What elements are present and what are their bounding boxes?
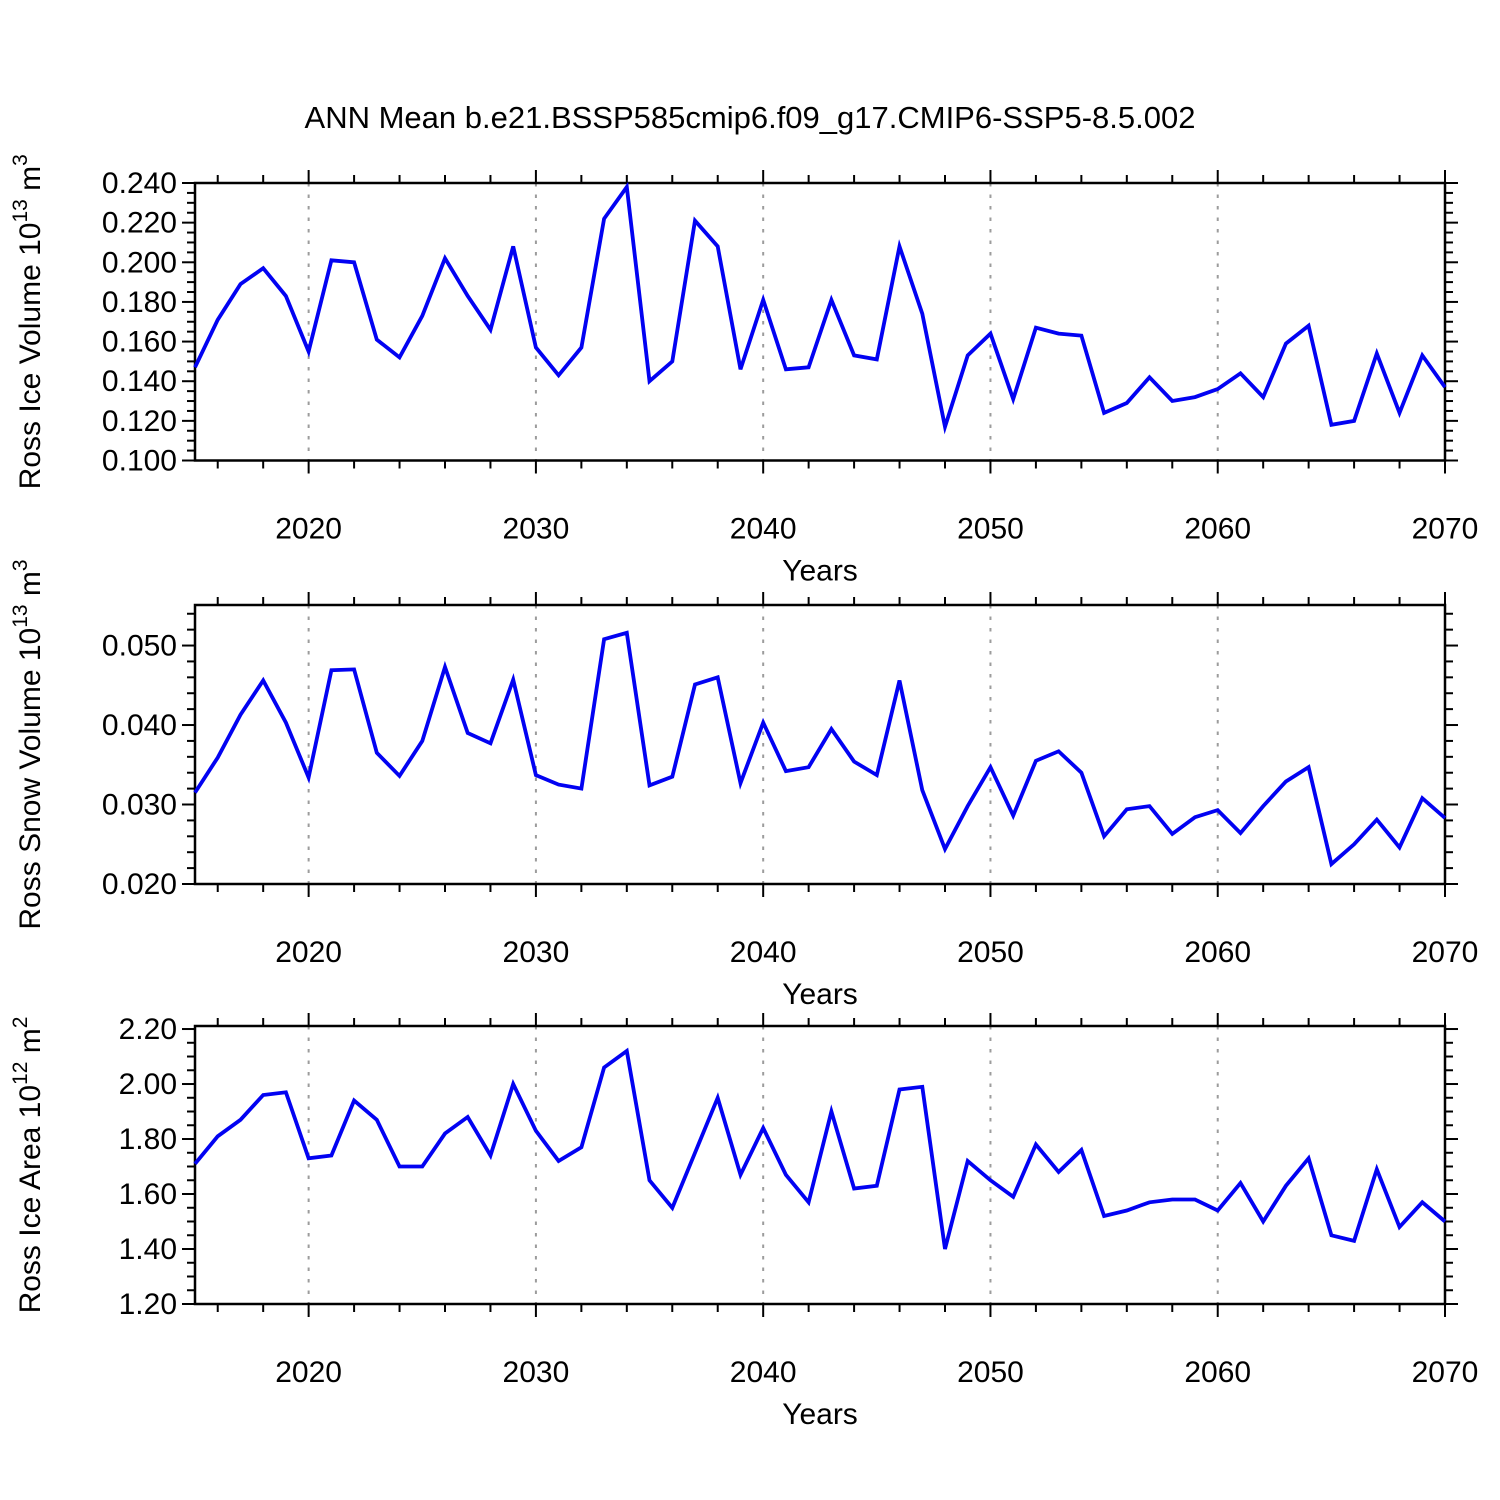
x-tick-label: 2030 <box>503 513 570 546</box>
y-tick-label: 1.80 <box>119 1123 177 1156</box>
x-axis-title: Years <box>782 1398 858 1431</box>
panel-ross-snow-volume: 2020 2030 2040 2050 2060 2070 0.020 0.030 0.040 0… <box>9 559 1478 1011</box>
y-tick-label: 1.20 <box>119 1288 177 1321</box>
x-tick-label: 2060 <box>1184 513 1251 546</box>
x-tick-label: 2050 <box>957 936 1024 969</box>
x-tick-label: 2020 <box>275 513 342 546</box>
y-tick-label: 0.160 <box>102 326 177 359</box>
y-tick-label: 0.200 <box>102 246 177 279</box>
x-tick-label: 2070 <box>1412 936 1479 969</box>
x-tick-label: 2050 <box>957 513 1024 546</box>
plot-box <box>193 603 1447 886</box>
chart-title: ANN Mean b.e21.BSSP585cmip6.f09_g17.CMIP… <box>304 100 1196 135</box>
series-line <box>193 1047 1447 1250</box>
series-line <box>193 630 1447 868</box>
series-line <box>193 181 1447 435</box>
y-axis-title: Ross Ice Area 1012 m2 <box>9 1017 47 1314</box>
y-tick-label: 0.240 <box>102 167 177 200</box>
y-tick-label: 0.030 <box>102 789 177 822</box>
x-tick-label: 2040 <box>730 936 797 969</box>
x-tick-label: 2040 <box>730 513 797 546</box>
x-tick-label: 2030 <box>503 1356 570 1389</box>
panel-ross-ice-volume: 2020 2030 2040 2050 2060 2070 0.100 0.120 0.140 0… <box>9 154 1478 587</box>
x-tick-label: 2050 <box>957 1356 1024 1389</box>
x-axis-title: Years <box>782 555 858 588</box>
y-axis-title: Ross Ice Volume 1013 m3 <box>9 154 47 489</box>
y-tick-label: 0.020 <box>102 868 177 901</box>
x-tick-label: 2060 <box>1184 1356 1251 1389</box>
x-axis-title: Years <box>782 978 858 1011</box>
y-tick-label: 1.40 <box>119 1233 177 1266</box>
y-tick-label: 0.050 <box>102 630 177 663</box>
y-tick-label: 0.120 <box>102 405 177 438</box>
y-axis-title: Ross Snow Volume 1013 m3 <box>9 559 47 929</box>
y-tick-label: 2.20 <box>119 1013 177 1046</box>
y-tick-label: 0.040 <box>102 709 177 742</box>
y-tick-label: 0.140 <box>102 365 177 398</box>
y-tick-label: 1.60 <box>119 1178 177 1211</box>
y-tick-label: 0.180 <box>102 286 177 319</box>
x-tick-label: 2040 <box>730 1356 797 1389</box>
plot-box <box>193 1024 1447 1306</box>
x-tick-label: 2030 <box>503 936 570 969</box>
x-tick-label: 2070 <box>1412 1356 1479 1389</box>
panel-ross-ice-area: 2020 2030 2040 2050 2060 2070 1.20 1.40 1.60 1.80… <box>9 1013 1478 1431</box>
y-tick-label: 0.220 <box>102 207 177 240</box>
x-tick-label: 2020 <box>275 936 342 969</box>
x-tick-label: 2070 <box>1412 513 1479 546</box>
x-tick-label: 2020 <box>275 1356 342 1389</box>
y-tick-label: 2.00 <box>119 1068 177 1101</box>
plot-box <box>193 181 1447 462</box>
x-tick-label: 2060 <box>1184 936 1251 969</box>
y-tick-label: 0.100 <box>102 445 177 478</box>
